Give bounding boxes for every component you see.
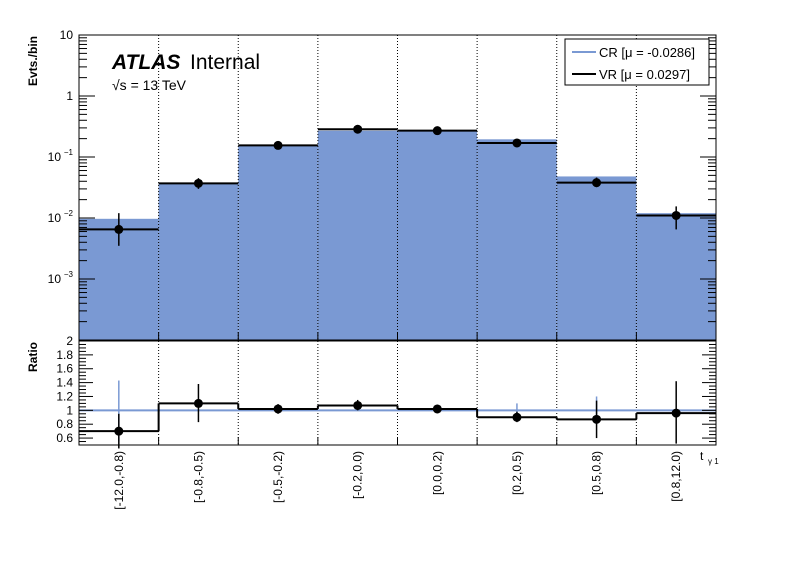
- legend-cr-label: CR [μ = -0.0286]: [599, 45, 695, 60]
- cr-bar: [556, 176, 637, 340]
- x-category-label: [-0.8,-0.5): [191, 451, 205, 503]
- y-tick-label-exp: −3: [64, 270, 74, 279]
- x-category-label: [-12.0,-0.8): [112, 451, 126, 510]
- vr-point: [114, 224, 124, 234]
- y-tick-label-main: 10: [60, 28, 74, 42]
- cr-bar: [238, 145, 318, 340]
- y-tick-label-ratio: 1.6: [56, 362, 73, 376]
- y-tick-label-main: 10: [48, 211, 62, 225]
- vr-ratio-point: [432, 404, 442, 414]
- energy-label: √s = 13 TeV: [112, 77, 187, 93]
- y-tick-label-ratio: 2: [66, 334, 73, 348]
- x-category-label: [0.2,0.5): [510, 451, 524, 495]
- vr-ratio-point: [114, 426, 124, 436]
- y-tick-label-ratio: 1: [66, 403, 73, 417]
- y-tick-label-ratio: 0.6: [56, 431, 73, 445]
- y-tick-label-main: 10: [48, 272, 62, 286]
- cr-bar: [477, 139, 557, 340]
- cr-bar: [636, 213, 716, 340]
- vr-ratio-point: [512, 412, 522, 422]
- vr-point: [512, 138, 522, 148]
- vr-ratio-point: [193, 398, 203, 408]
- y-axis-label-main: Evts./bin: [26, 36, 40, 86]
- vr-point: [193, 178, 203, 188]
- cr-bar: [317, 130, 398, 340]
- vr-point: [273, 140, 283, 150]
- cr-bar: [158, 183, 239, 340]
- vr-ratio-point: [671, 408, 681, 418]
- legend: CR [μ = -0.0286] VR [μ = 0.0297]: [564, 38, 710, 86]
- x-category-label: [0.0,0.2): [430, 451, 444, 495]
- y-tick-label-main: 1: [66, 89, 73, 103]
- vr-ratio-point: [273, 404, 283, 414]
- x-category-label: [-0.5,-0.2): [271, 451, 285, 503]
- atlas-label: ATLAS: [111, 51, 180, 74]
- legend-box: [564, 38, 710, 86]
- vr-ratio-point: [592, 414, 602, 424]
- x-category-label: [-0.2,0.0): [351, 451, 365, 499]
- vr-ratio-point: [353, 400, 363, 410]
- cr-bar: [397, 130, 478, 340]
- y-tick-label-ratio: 1.8: [56, 348, 73, 362]
- x-category-label: [0.5,0.8): [590, 451, 604, 495]
- x-axis-label: t: [700, 449, 704, 463]
- y-tick-label-exp: −2: [64, 209, 74, 218]
- legend-vr-label: VR [μ = 0.0297]: [599, 67, 690, 82]
- vr-point: [432, 126, 442, 136]
- y-axis-label-ratio: Ratio: [26, 342, 40, 372]
- y-tick-label-ratio: 0.8: [56, 417, 73, 431]
- x-axis-label-sub: γ 1: [708, 457, 719, 466]
- y-tick-label-exp: −1: [64, 148, 74, 157]
- x-category-label: [0.8,12.0): [669, 451, 683, 502]
- internal-label: Internal: [190, 51, 260, 74]
- vr-point: [592, 178, 602, 188]
- vr-point: [353, 124, 363, 134]
- y-tick-label-ratio: 1.4: [56, 376, 73, 390]
- y-tick-label-ratio: 1.2: [56, 389, 73, 403]
- ratio-panel: 21.81.61.41.210.80.6 [-12.0,-0.8) [-0.8,-0…: [56, 334, 717, 510]
- y-tick-label-main: 10: [48, 150, 62, 164]
- vr-point: [671, 210, 681, 220]
